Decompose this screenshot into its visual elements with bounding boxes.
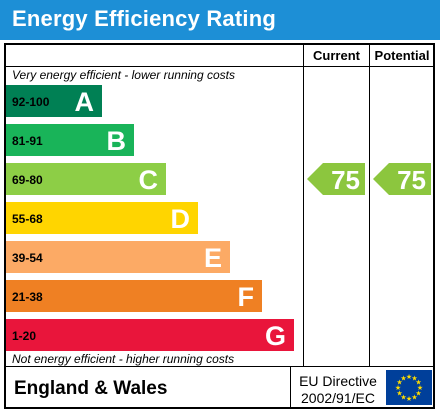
eu-star-icon: ★ (411, 394, 417, 402)
eu-star-icon: ★ (395, 384, 401, 392)
eu-flag: ★ ★ ★ ★ ★ ★ ★ ★ ★ ★ ★ ★ (386, 370, 432, 405)
potential-rating-value: 75 (397, 165, 426, 195)
column-divider-potential (369, 44, 370, 366)
eu-star-icon: ★ (415, 390, 421, 398)
band-letter-a: A (75, 87, 95, 117)
band-range-a: 92-100 (12, 95, 50, 109)
eu-star-icon: ★ (411, 374, 417, 382)
column-divider-current (303, 44, 304, 366)
band-range-b: 81-91 (12, 134, 43, 148)
eu-star-icon: ★ (415, 379, 421, 387)
band-bar-c (6, 163, 166, 195)
potential-rating-arrow (373, 163, 431, 195)
column-header-potential: Potential (374, 48, 430, 63)
eu-star-icon: ★ (396, 390, 402, 398)
band-range-c: 69-80 (12, 173, 43, 187)
band-bar-e (6, 241, 230, 273)
region-label: England & Wales (14, 378, 168, 399)
band-letter-d: D (171, 204, 191, 234)
eu-star-icon: ★ (400, 394, 406, 402)
eu-directive: EU Directive 2002/91/EC (292, 373, 384, 407)
band-letter-b: B (107, 126, 127, 156)
eu-star-icon: ★ (396, 379, 402, 387)
band-letter-g: G (265, 321, 286, 351)
title-bar (0, 0, 440, 40)
band-range-e: 39-54 (12, 251, 43, 265)
band-letter-e: E (204, 243, 222, 273)
band-range-f: 21-38 (12, 290, 43, 304)
rating-frame (4, 43, 435, 409)
footer-divider-vertical (290, 366, 291, 408)
current-rating-value: 75 (331, 165, 360, 195)
band-letter-c: C (139, 165, 159, 195)
column-header-current: Current (313, 48, 360, 63)
eu-star-icon: ★ (406, 373, 412, 381)
current-rating-arrow (307, 163, 365, 195)
band-bar-f (6, 280, 262, 312)
header-divider (5, 66, 434, 67)
band-letter-f: F (238, 282, 255, 312)
eu-star-icon: ★ (417, 384, 423, 392)
bottom-caption: Not energy efficient - higher running co… (12, 352, 235, 366)
band-bar-a (6, 85, 102, 117)
band-bar-d (6, 202, 198, 234)
band-bar-g (6, 319, 294, 351)
top-caption: Very energy efficient - lower running co… (12, 68, 235, 82)
chart-title: Energy Efficiency Rating (12, 6, 276, 31)
band-range-g: 1-20 (12, 329, 36, 343)
directive-line-2: 2002/91/EC (301, 390, 375, 406)
band-range-d: 55-68 (12, 212, 43, 226)
directive-line-1: EU Directive (299, 373, 377, 389)
band-bar-b (6, 124, 134, 156)
eu-stars-icon: ★★★★★★★★★ ★ ★★ (395, 373, 423, 403)
eu-star-icon: ★ (400, 374, 406, 382)
footer-divider (5, 366, 434, 367)
eu-star-icon: ★ (406, 395, 412, 403)
